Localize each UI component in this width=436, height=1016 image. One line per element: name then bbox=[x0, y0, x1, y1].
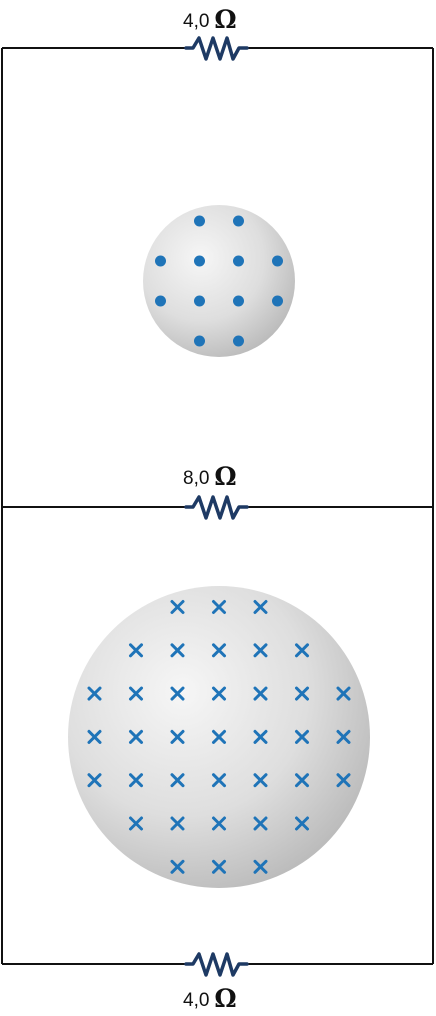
upper-field-region bbox=[143, 205, 295, 357]
field-cross-symbol bbox=[212, 859, 226, 874]
field-dot-symbol bbox=[233, 215, 244, 227]
field-cross-symbol bbox=[295, 773, 309, 788]
field-dot-symbol bbox=[272, 295, 283, 307]
ohm-symbol: Ω bbox=[214, 984, 237, 1013]
field-cross-symbol bbox=[170, 600, 185, 614]
field-cross-symbol bbox=[212, 686, 226, 701]
upper-field-symbols bbox=[155, 215, 283, 347]
field-dot-symbol bbox=[194, 295, 205, 307]
field-dot-symbol bbox=[194, 335, 205, 347]
field-cross-symbol bbox=[253, 816, 268, 831]
field-cross-symbol bbox=[170, 816, 185, 831]
field-cross-symbol bbox=[170, 859, 185, 874]
field-cross-symbol bbox=[87, 729, 102, 744]
field-cross-symbol bbox=[295, 686, 309, 701]
field-cross-symbol bbox=[336, 773, 351, 788]
resistor-bottom bbox=[184, 952, 249, 977]
field-cross-symbol bbox=[336, 686, 351, 701]
field-cross-symbol bbox=[129, 643, 143, 658]
field-cross-symbol bbox=[253, 773, 268, 788]
field-cross-symbol bbox=[253, 686, 268, 701]
field-cross-symbol bbox=[253, 729, 268, 744]
field-cross-symbol bbox=[253, 643, 268, 658]
resistor-middle bbox=[184, 495, 249, 520]
ohm-symbol: Ω bbox=[214, 462, 237, 491]
ohm-symbol: Ω bbox=[214, 5, 237, 34]
field-dot-symbol bbox=[194, 255, 205, 267]
field-cross-symbol bbox=[170, 773, 185, 788]
field-cross-symbol bbox=[87, 773, 102, 788]
field-cross-symbol bbox=[295, 643, 309, 658]
field-cross-symbol bbox=[170, 643, 185, 658]
field-cross-symbol bbox=[170, 686, 185, 701]
field-dot-symbol bbox=[233, 255, 244, 267]
field-cross-symbol bbox=[212, 773, 226, 788]
field-cross-symbol bbox=[129, 686, 143, 701]
field-cross-symbol bbox=[129, 729, 143, 744]
field-dot-symbol bbox=[155, 295, 166, 307]
field-cross-symbol bbox=[336, 729, 351, 744]
field-dot-symbol bbox=[155, 255, 166, 267]
resistor-top bbox=[184, 36, 249, 61]
field-cross-symbol bbox=[129, 816, 143, 831]
field-cross-symbol bbox=[212, 600, 226, 614]
field-cross-symbol bbox=[253, 859, 268, 874]
resistor-middle-value: 8,0 bbox=[183, 468, 210, 489]
field-dot-symbol bbox=[272, 255, 283, 267]
wires bbox=[1, 47, 434, 965]
field-cross-symbol bbox=[170, 729, 185, 744]
resistor-middle-label: 8,0 Ω bbox=[183, 461, 237, 491]
field-cross-symbol bbox=[212, 643, 226, 658]
field-dot-symbol bbox=[233, 295, 244, 307]
field-dot-symbol bbox=[233, 335, 244, 347]
field-dot-symbol bbox=[194, 215, 205, 227]
field-cross-symbol bbox=[212, 729, 226, 744]
field-cross-symbol bbox=[253, 600, 268, 614]
resistor-top-value: 4,0 bbox=[183, 11, 210, 32]
lower-field-symbols bbox=[87, 600, 351, 874]
resistor-top-label: 4,0 Ω bbox=[183, 4, 237, 34]
field-cross-symbol bbox=[295, 816, 309, 831]
resistor-bottom-label: 4,0 Ω bbox=[183, 983, 237, 1013]
field-cross-symbol bbox=[212, 816, 226, 831]
field-cross-symbol bbox=[295, 729, 309, 744]
field-cross-symbol bbox=[87, 686, 102, 701]
resistor-bottom-value: 4,0 bbox=[183, 990, 210, 1011]
field-cross-symbol bbox=[129, 773, 143, 788]
